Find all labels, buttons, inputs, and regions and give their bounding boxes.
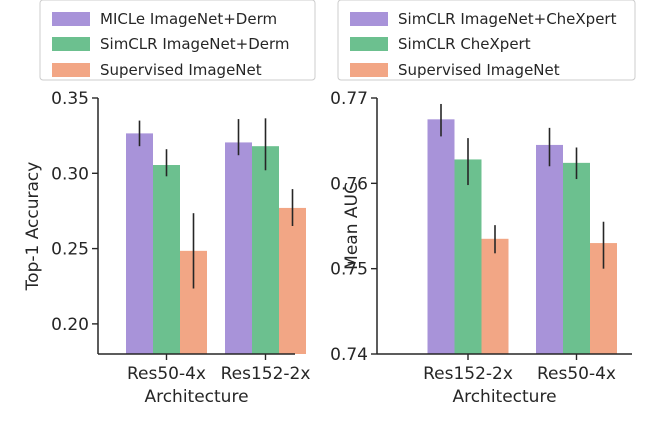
y-tick-label-1-1: 0.75 [330, 260, 368, 280]
bar-c0-s1-g1 [252, 146, 279, 354]
y-tick-label-0-0: 0.20 [51, 315, 89, 335]
legend-label-0-1: SimCLR ImageNet+Derm [100, 35, 290, 53]
y-axis-label-1: Mean AUC [342, 182, 362, 270]
bar-c1-s0-g1 [536, 144, 563, 354]
y-axis-label-0: Top-1 Accuracy [23, 162, 43, 292]
x-tick-label-0-1: Res152-2x [221, 364, 311, 384]
y-tick-label-0-2: 0.30 [51, 164, 89, 184]
bar-c1-s0-g0 [427, 119, 455, 354]
legend-swatch-0-0 [52, 12, 90, 26]
legend-box-0 [39, 0, 316, 81]
bar-c0-s1-g0 [153, 165, 180, 354]
legend-label-0-0: MICLe ImageNet+Derm [100, 10, 277, 28]
bar-c0-s0-g0 [126, 133, 153, 354]
y-tick-label-0-3: 0.35 [51, 89, 89, 109]
bar-c1-s2-g0 [481, 238, 509, 354]
legend-swatch-1-2 [350, 63, 388, 77]
x-axis-label-1: Architecture [452, 387, 556, 407]
bar-c0-s0-g1 [225, 142, 252, 354]
legend-swatch-1-1 [350, 37, 388, 51]
bar-c1-s1-g1 [563, 162, 590, 354]
legend-label-0-2: Supervised ImageNet [100, 61, 262, 79]
legend-swatch-0-1 [52, 37, 90, 51]
legend-label-1-0: SimCLR ImageNet+CheXpert [398, 10, 617, 28]
legend-box-1 [337, 0, 636, 81]
x-tick-label-0-0: Res50-4x [127, 364, 206, 384]
y-tick-label-1-2: 0.76 [330, 174, 368, 194]
y-tick-label-0-1: 0.25 [51, 240, 89, 260]
legend-label-1-1: SimCLR CheXpert [398, 35, 531, 53]
bar-c1-s1-g0 [454, 159, 482, 354]
x-tick-label-1-0: Res152-2x [423, 364, 513, 384]
x-tick-label-1-1: Res50-4x [537, 364, 616, 384]
legend-label-1-2: Supervised ImageNet [398, 61, 560, 79]
legend-swatch-1-0 [350, 12, 388, 26]
legend-swatch-0-2 [52, 63, 90, 77]
bar-c0-s2-g1 [279, 207, 306, 354]
x-axis-label-0: Architecture [144, 387, 248, 407]
y-tick-label-1-0: 0.74 [330, 345, 368, 365]
y-tick-label-1-3: 0.77 [330, 89, 368, 109]
